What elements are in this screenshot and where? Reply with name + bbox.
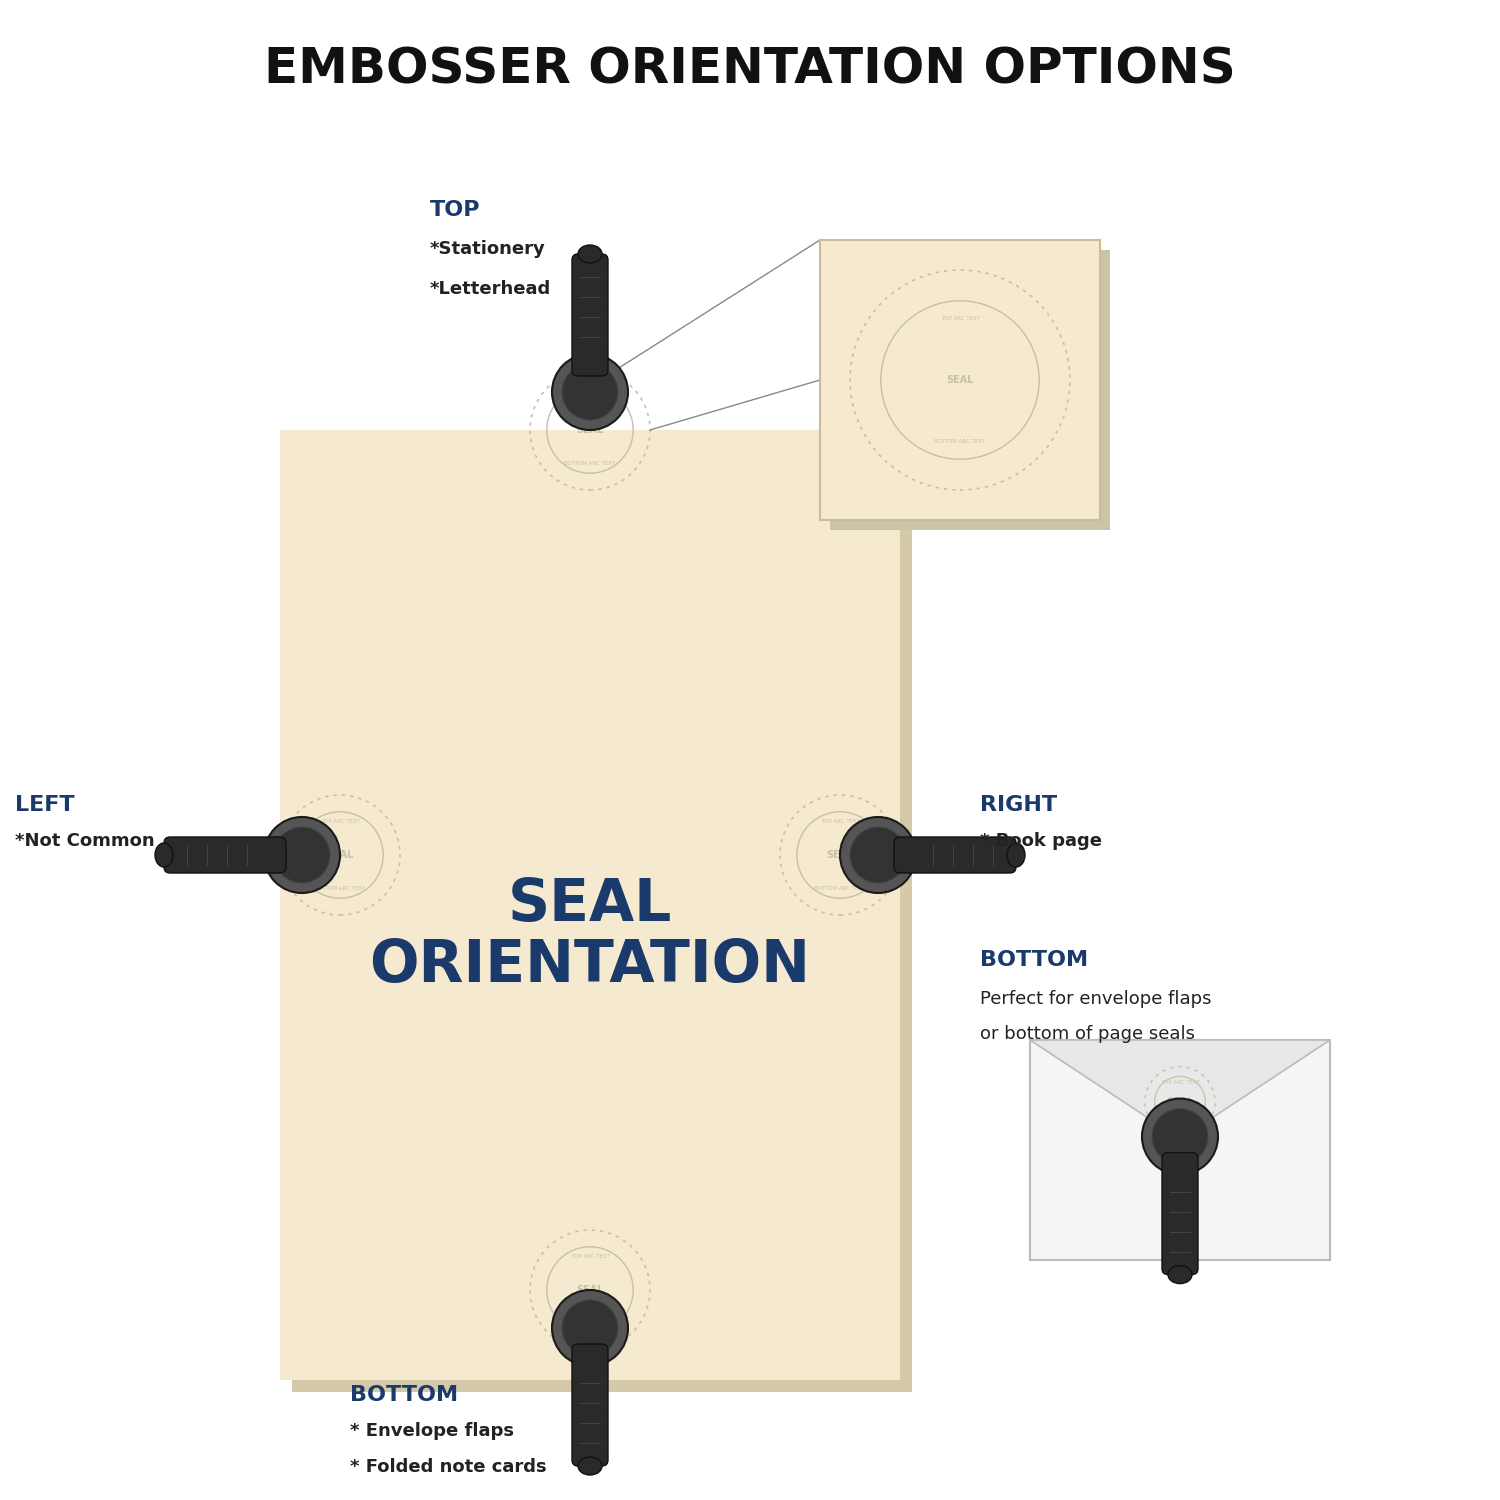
Text: SEAL
ORIENTATION: SEAL ORIENTATION [369, 876, 810, 995]
Text: RIGHT: RIGHT [980, 795, 1058, 814]
Circle shape [840, 818, 916, 892]
Text: SEAL: SEAL [576, 424, 603, 435]
Text: SEAL: SEAL [576, 1286, 603, 1294]
FancyBboxPatch shape [830, 251, 1110, 530]
Text: *Letterhead: *Letterhead [430, 280, 552, 298]
Text: BOTTOM ARC TEXT: BOTTOM ARC TEXT [815, 886, 866, 891]
Text: or bottom of page seals: or bottom of page seals [980, 1024, 1196, 1042]
Text: SEAL: SEAL [327, 850, 354, 859]
Text: BOTTOM ARC TEXT: BOTTOM ARC TEXT [564, 1322, 615, 1326]
Text: TOP ARC TEXT: TOP ARC TEXT [821, 819, 860, 824]
FancyBboxPatch shape [572, 254, 608, 376]
Text: SEAL: SEAL [946, 375, 974, 386]
Text: Perfect for envelope flaps: Perfect for envelope flaps [980, 990, 1212, 1008]
FancyBboxPatch shape [572, 1344, 608, 1466]
FancyBboxPatch shape [292, 442, 912, 1392]
Text: * Book page: * Book page [980, 833, 1102, 850]
Text: BOTTOM ARC TEXT: BOTTOM ARC TEXT [315, 886, 366, 891]
Text: SEAL: SEAL [1167, 1096, 1194, 1107]
Text: TOP ARC TEXT: TOP ARC TEXT [570, 394, 609, 399]
FancyBboxPatch shape [1162, 1152, 1198, 1275]
Text: TOP ARC TEXT: TOP ARC TEXT [1161, 1080, 1200, 1084]
FancyBboxPatch shape [894, 837, 1016, 873]
Ellipse shape [154, 843, 172, 867]
FancyBboxPatch shape [821, 240, 1100, 520]
FancyBboxPatch shape [1030, 1040, 1330, 1260]
Circle shape [264, 818, 340, 892]
Text: *Stationery: *Stationery [430, 240, 546, 258]
Circle shape [1152, 1108, 1208, 1164]
Text: EMBOSSER ORIENTATION OPTIONS: EMBOSSER ORIENTATION OPTIONS [264, 46, 1236, 94]
Text: TOP ARC TEXT: TOP ARC TEXT [321, 819, 360, 824]
Text: BOTTOM: BOTTOM [350, 1384, 458, 1406]
Text: * Envelope flaps: * Envelope flaps [350, 1422, 514, 1440]
Text: SEAL: SEAL [827, 850, 854, 859]
Circle shape [850, 827, 906, 884]
Text: TOP: TOP [430, 200, 480, 220]
Circle shape [552, 354, 628, 430]
Text: BOTTOM ARC TEXT: BOTTOM ARC TEXT [934, 440, 986, 444]
Polygon shape [1030, 1040, 1330, 1138]
Text: * Folded note cards: * Folded note cards [350, 1458, 546, 1476]
Text: TOP ARC TEXT: TOP ARC TEXT [570, 1254, 609, 1258]
Text: LEFT: LEFT [15, 795, 75, 814]
Ellipse shape [1168, 1266, 1192, 1284]
Text: BOTTOM ARC TEXT: BOTTOM ARC TEXT [1155, 1119, 1206, 1124]
Ellipse shape [578, 1456, 602, 1474]
Circle shape [274, 827, 330, 884]
Circle shape [562, 364, 618, 420]
Ellipse shape [578, 244, 602, 262]
Ellipse shape [1007, 843, 1025, 867]
Circle shape [1142, 1098, 1218, 1174]
Circle shape [552, 1290, 628, 1366]
Text: TOP ARC TEXT: TOP ARC TEXT [940, 316, 980, 321]
Text: BOTTOM ARC TEXT: BOTTOM ARC TEXT [564, 460, 615, 466]
FancyBboxPatch shape [280, 430, 900, 1380]
Text: *Not Common: *Not Common [15, 833, 154, 850]
FancyBboxPatch shape [164, 837, 286, 873]
Circle shape [562, 1300, 618, 1356]
Text: BOTTOM: BOTTOM [980, 950, 1088, 970]
